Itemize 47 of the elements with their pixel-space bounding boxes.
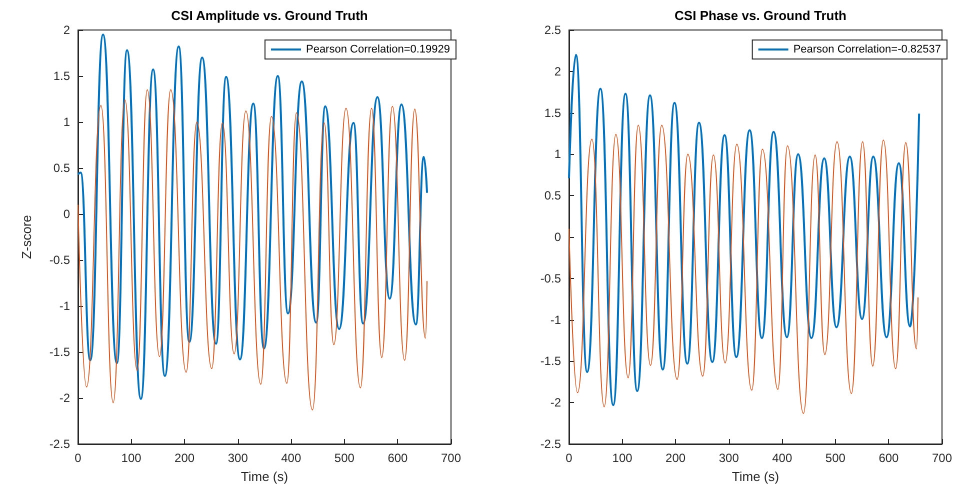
y-tick-label: 2 bbox=[63, 23, 70, 37]
y-tick-label: -1.5 bbox=[540, 354, 562, 368]
y-tick-label: 0 bbox=[63, 207, 70, 221]
x-tick-label: 500 bbox=[825, 451, 846, 465]
y-tick-label: -0.5 bbox=[49, 253, 70, 267]
x-tick-label: 0 bbox=[566, 451, 573, 465]
y-axis-title: Z-score bbox=[19, 214, 34, 260]
line-series bbox=[568, 54, 920, 406]
x-tick-label: 300 bbox=[228, 451, 248, 465]
y-tick-label: 2.5 bbox=[544, 23, 562, 37]
x-tick-label: 700 bbox=[932, 451, 952, 465]
y-tick-label: -1 bbox=[59, 299, 70, 313]
x-tick-label: 700 bbox=[440, 451, 462, 465]
line-series bbox=[568, 124, 919, 414]
x-tick-label: 600 bbox=[388, 451, 408, 465]
chart-title: CSI Amplitude vs. Ground Truth bbox=[171, 8, 368, 23]
x-tick-label: 200 bbox=[666, 451, 686, 465]
x-tick-label: 100 bbox=[121, 451, 142, 465]
y-tick-label: 0.5 bbox=[544, 188, 562, 203]
x-tick-label: 200 bbox=[174, 451, 195, 465]
y-tick-label: 1 bbox=[63, 115, 70, 129]
x-tick-label: 100 bbox=[612, 451, 633, 465]
y-tick-label: -2 bbox=[59, 391, 70, 405]
y-tick-label: 0.5 bbox=[53, 161, 70, 175]
y-tick-label: -2.5 bbox=[49, 437, 70, 451]
y-tick-label: -0.5 bbox=[540, 271, 562, 286]
y-tick-label: 1.5 bbox=[544, 106, 562, 120]
y-tick-label: -1.5 bbox=[49, 345, 70, 359]
y-tick-label: 1 bbox=[554, 147, 562, 162]
line-series bbox=[78, 89, 428, 410]
x-tick-label: 500 bbox=[334, 451, 355, 465]
y-tick-label: 1.5 bbox=[53, 69, 70, 83]
y-tick-label: -2.5 bbox=[540, 437, 562, 451]
y-tick-label: -1 bbox=[550, 312, 562, 327]
y-tick-label: -2 bbox=[550, 396, 562, 410]
legend-label: Pearson Correlation=0.19929 bbox=[306, 44, 450, 56]
x-axis-title: Time (s) bbox=[240, 469, 288, 484]
y-tick-label: 0 bbox=[554, 230, 562, 244]
x-axis-title: Time (s) bbox=[732, 469, 780, 484]
y-tick-label: 2 bbox=[554, 64, 562, 78]
x-tick-label: 300 bbox=[718, 451, 740, 465]
chart-title: CSI Phase vs. Ground Truth bbox=[674, 8, 847, 23]
x-tick-label: 400 bbox=[281, 451, 302, 465]
x-tick-label: 600 bbox=[878, 451, 900, 465]
x-tick-label: 0 bbox=[74, 451, 82, 465]
legend-label: Pearson Correlation=-0.82537 bbox=[793, 44, 942, 56]
x-tick-label: 400 bbox=[772, 451, 792, 465]
